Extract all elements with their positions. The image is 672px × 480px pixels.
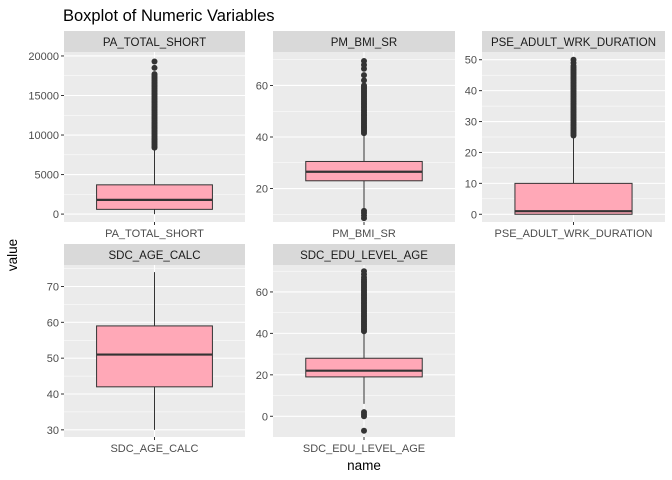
- y-tick-label: 15000: [28, 90, 59, 102]
- outlier-point: [361, 427, 367, 434]
- facet-strip-label: SDC_EDU_LEVEL_AGE: [300, 250, 428, 262]
- y-tick-label: 30: [465, 117, 477, 129]
- y-tick-label: 20: [465, 147, 477, 159]
- y-tick-label: 60: [256, 287, 268, 299]
- y-tick-label: 20000: [28, 51, 59, 63]
- outlier-point: [361, 58, 367, 65]
- facet-strip: [273, 244, 455, 265]
- facet-strip-label: SDC_AGE_CALC: [108, 250, 200, 262]
- y-tick-label: 50: [465, 55, 477, 67]
- y-tick-label: 30: [47, 425, 59, 437]
- facet-sdc-edu-level-age: SDC_EDU_LEVEL_AGE 0 20 40 60 SDC_EDU_LEVEL_AG…: [256, 244, 455, 455]
- facet-sdc-age-calc: SDC_AGE_CALC 30 40 50 60 70 SDC_AGE_CALC: [47, 244, 245, 455]
- facet-strip-label: PA_TOTAL_SHORT: [103, 37, 206, 49]
- outlier-point: [361, 207, 367, 214]
- iqr-box: [514, 182, 633, 215]
- facet-panels: PA_TOTAL_SHORT05000100001500020000PA_TOT…: [28, 31, 665, 455]
- y-tick-label: 60: [47, 317, 59, 329]
- facet-strip: [482, 31, 665, 52]
- y-tick-label: 0: [53, 209, 59, 221]
- facet-strip-label: PM_BMI_SR: [331, 37, 397, 49]
- facet-strip: [64, 31, 245, 52]
- facet-pse-adult-wrk-duration: PSE_ADULT_WRK_DURATION 0 10 20 30 40 50 PSE_ADU…: [465, 31, 665, 240]
- y-tick-label: 10: [465, 178, 477, 190]
- facet-strip: [64, 244, 245, 265]
- y-tick-label: 20: [256, 184, 268, 196]
- facet-strip: [273, 31, 455, 52]
- iqr-box: [305, 357, 423, 378]
- y-tick-label: 40: [256, 132, 268, 144]
- y-tick-label: 70: [47, 282, 59, 294]
- x-tick-label: SDC_EDU_LEVEL_AGE: [303, 443, 425, 455]
- y-tick-label: 40: [256, 328, 268, 340]
- x-tick-label: PSE_ADULT_WRK_DURATION: [495, 228, 653, 240]
- iqr-box: [96, 184, 213, 210]
- x-tick-label: PA_TOTAL_SHORT: [105, 228, 204, 240]
- outlier-point: [361, 77, 367, 84]
- y-tick-label: 0: [471, 209, 477, 221]
- facet-pm-bmi-sr: PM_BMI_SR 20 40 60 PM_BMI_SR: [256, 31, 455, 240]
- y-tick-label: 60: [256, 80, 268, 92]
- y-tick-label: 20: [256, 370, 268, 382]
- iqr-box: [96, 325, 213, 388]
- outlier-point: [151, 64, 158, 71]
- outlier-point: [361, 268, 367, 275]
- y-tick-label: 40: [47, 389, 59, 401]
- outlier-point: [151, 58, 158, 65]
- outlier-point: [361, 72, 367, 79]
- y-axis-title: value: [5, 239, 20, 271]
- x-tick-label: PM_BMI_SR: [332, 228, 396, 240]
- outlier-point: [361, 409, 367, 416]
- facet-pa-total-short: PA_TOTAL_SHORT 0 5000 10000 15000 20000 PA_TOT…: [28, 31, 245, 240]
- chart-title: Boxplot of Numeric Variables: [63, 7, 275, 25]
- y-tick-label: 50: [47, 353, 59, 365]
- x-axis-title: name: [347, 458, 381, 473]
- y-tick-label: 0: [262, 411, 268, 423]
- outlier-point: [570, 56, 577, 63]
- outlier-point: [361, 82, 367, 89]
- facet-strip-label: PSE_ADULT_WRK_DURATION: [491, 37, 656, 49]
- x-tick-label: SDC_AGE_CALC: [110, 443, 198, 455]
- y-tick-label: 40: [465, 86, 477, 98]
- y-tick-label: 10000: [28, 130, 59, 142]
- outlier-point: [151, 71, 158, 78]
- y-tick-label: 5000: [35, 170, 59, 182]
